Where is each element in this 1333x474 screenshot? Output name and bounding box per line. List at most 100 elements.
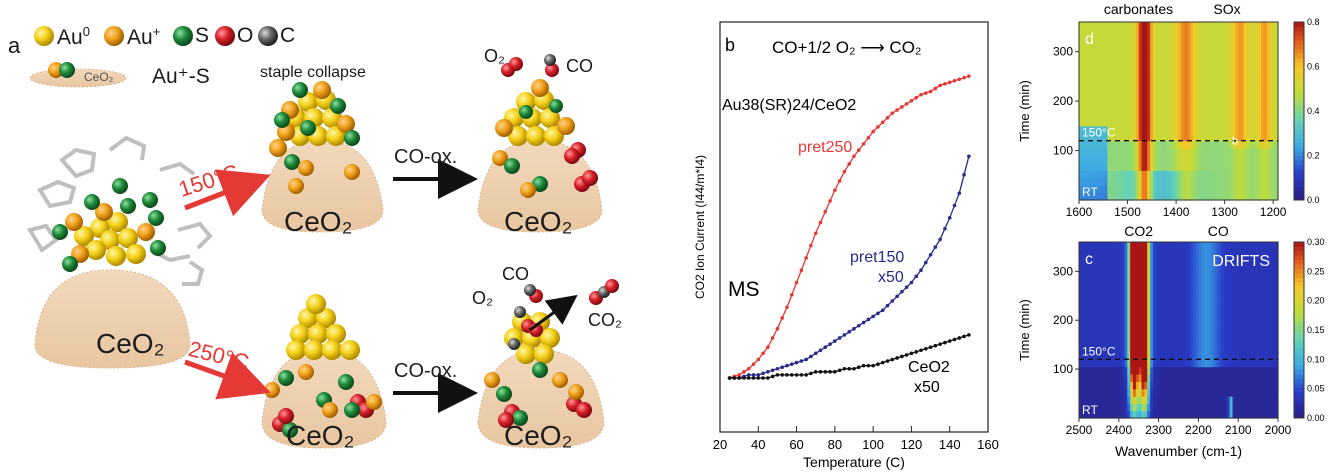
heatmap-cell: [1130, 192, 1134, 201]
heatmap-cell: [1241, 103, 1245, 112]
heatmap-cell: [1144, 366, 1148, 375]
heatmap-cell: [1164, 177, 1168, 186]
heatmap-cell: [1181, 170, 1185, 179]
heatmap-cell: [1107, 300, 1111, 309]
heatmap-cell: [1212, 278, 1217, 287]
heatmap-cell: [1096, 44, 1100, 53]
colorbar-cell: [1294, 277, 1304, 283]
heatmap-cell: [1272, 381, 1276, 390]
heatmap-cell: [1212, 366, 1217, 375]
heatmap-cell: [1127, 162, 1131, 171]
heatmap-cell: [1124, 192, 1128, 201]
heatmap-cell: [1115, 352, 1120, 360]
heatmap-cell: [1215, 125, 1219, 134]
heatmap-cell: [1195, 242, 1199, 250]
heatmap-cell: [1127, 192, 1131, 201]
heatmap-cell: [1192, 148, 1197, 157]
heatmap-cell: [1096, 293, 1100, 302]
heatmap-cell: [1263, 73, 1268, 82]
heatmap-cell: [1087, 36, 1091, 45]
data-point-pret150: [952, 203, 957, 208]
heatmap-cell: [1246, 403, 1251, 412]
data-point-pret250: [813, 231, 818, 236]
heatmap-cell: [1098, 315, 1103, 324]
heatmap-cell: [1204, 88, 1208, 97]
heatmap-cell: [1110, 44, 1114, 53]
heatmap-cell: [1144, 51, 1148, 60]
heatmap-cell: [1115, 148, 1120, 157]
heatmap-cell: [1181, 271, 1185, 280]
heatmap-cell: [1107, 59, 1111, 68]
heatmap-cell: [1255, 286, 1259, 294]
heatmap-cell: [1115, 359, 1120, 368]
heatmap-cell: [1107, 81, 1111, 90]
heatmap-cell: [1147, 29, 1151, 38]
heatmap-cell: [1275, 388, 1279, 397]
heatmap-cell: [1192, 118, 1197, 127]
heatmap-cell: [1229, 271, 1234, 280]
heatmap-cell: [1096, 344, 1100, 353]
heatmap-cell: [1255, 352, 1259, 360]
heatmap-cell: [1221, 366, 1225, 375]
heatmap-cell: [1269, 256, 1273, 265]
heatmap-cell: [1201, 96, 1205, 105]
heatmap-cell: [1223, 192, 1228, 201]
heatmap-cell: [1181, 410, 1185, 419]
heatmap-cell: [1206, 44, 1211, 53]
heatmap-cell: [1226, 264, 1231, 272]
heatmap-cell: [1124, 315, 1128, 324]
heatmap-cell: [1255, 133, 1259, 142]
heatmap-cell: [1093, 118, 1097, 127]
heatmap-cell: [1275, 286, 1279, 294]
heatmap-cell: [1209, 111, 1214, 120]
heatmap-cell: [1093, 192, 1097, 201]
heatmap-cell: [1215, 73, 1219, 82]
heatmap-cell: [1218, 256, 1222, 265]
heatmap-cell: [1255, 162, 1259, 171]
heatmap-cell: [1167, 293, 1171, 302]
heatmap-cell: [1096, 396, 1100, 404]
heatmap-cell: [1206, 293, 1211, 302]
heatmap-cell: [1130, 66, 1134, 75]
heatmap-cell: [1101, 271, 1106, 280]
heatmap-cell: [1155, 344, 1160, 353]
heatmap-cell: [1192, 170, 1197, 179]
heatmap-cell: [1260, 88, 1265, 97]
heatmap-cell: [1124, 185, 1128, 194]
heatmap-cell: [1127, 29, 1131, 38]
heatmap-cell: [1260, 381, 1265, 390]
heatmap-cell: [1161, 359, 1165, 368]
heatmap-cell: [1189, 337, 1194, 346]
heatmap-cell: [1127, 352, 1131, 360]
heatmap-cell: [1133, 192, 1137, 201]
heatmap-cell: [1243, 155, 1248, 164]
heatmap-cell: [1127, 73, 1131, 82]
data-point-CeO2: [962, 334, 966, 339]
heatmap-cell: [1178, 96, 1182, 105]
heatmap-cell: [1090, 410, 1094, 419]
heatmap-cell: [1209, 73, 1214, 82]
heatmap-cell: [1263, 125, 1268, 134]
heatmap-cell: [1152, 59, 1157, 68]
heatmap-cell: [1124, 293, 1128, 302]
data-point-CeO2: [876, 362, 880, 366]
heatmap-cell: [1255, 88, 1259, 97]
heatmap-cell: [1110, 352, 1114, 360]
colorbar-frame: [1293, 21, 1305, 201]
heatmap-cell: [1252, 256, 1256, 265]
heatmap-cell: [1178, 300, 1182, 309]
heatmap-cell: [1249, 352, 1254, 360]
heatmap-cell: [1135, 256, 1140, 265]
heatmap-cell: [1147, 330, 1151, 338]
heatmap-cell: [1232, 88, 1236, 97]
heatmap-cell: [1263, 366, 1268, 375]
heatmap-cell: [1096, 118, 1100, 127]
heatmap-cell: [1260, 352, 1265, 360]
heatmap-cell: [1096, 51, 1100, 60]
heatmap-cell: [1181, 66, 1185, 75]
heatmap-cell: [1212, 381, 1217, 390]
heatmap-cell: [1124, 410, 1128, 419]
heatmap-cell: [1204, 111, 1208, 120]
heatmap-cell: [1223, 388, 1228, 397]
heatmap-cell: [1081, 308, 1086, 316]
